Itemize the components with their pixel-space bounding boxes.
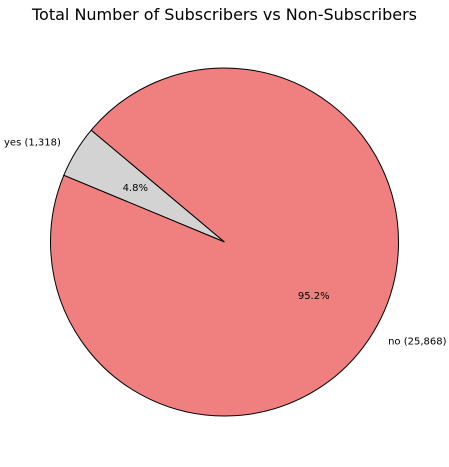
pie-slice-no [50,67,399,417]
slice-label-no: no (25,868) [388,336,447,347]
slice-label-yes: yes (1,318) [4,138,61,149]
pie-slices [50,67,399,417]
percent-label-yes: 4.8% [123,183,148,194]
pie-labels: yes (1,318) 4.8% no (25,868) 95.2% [4,138,447,348]
percent-label-no: 95.2% [298,291,330,302]
chart-title: Total Number of Subscribers vs Non-Subsc… [31,5,417,24]
